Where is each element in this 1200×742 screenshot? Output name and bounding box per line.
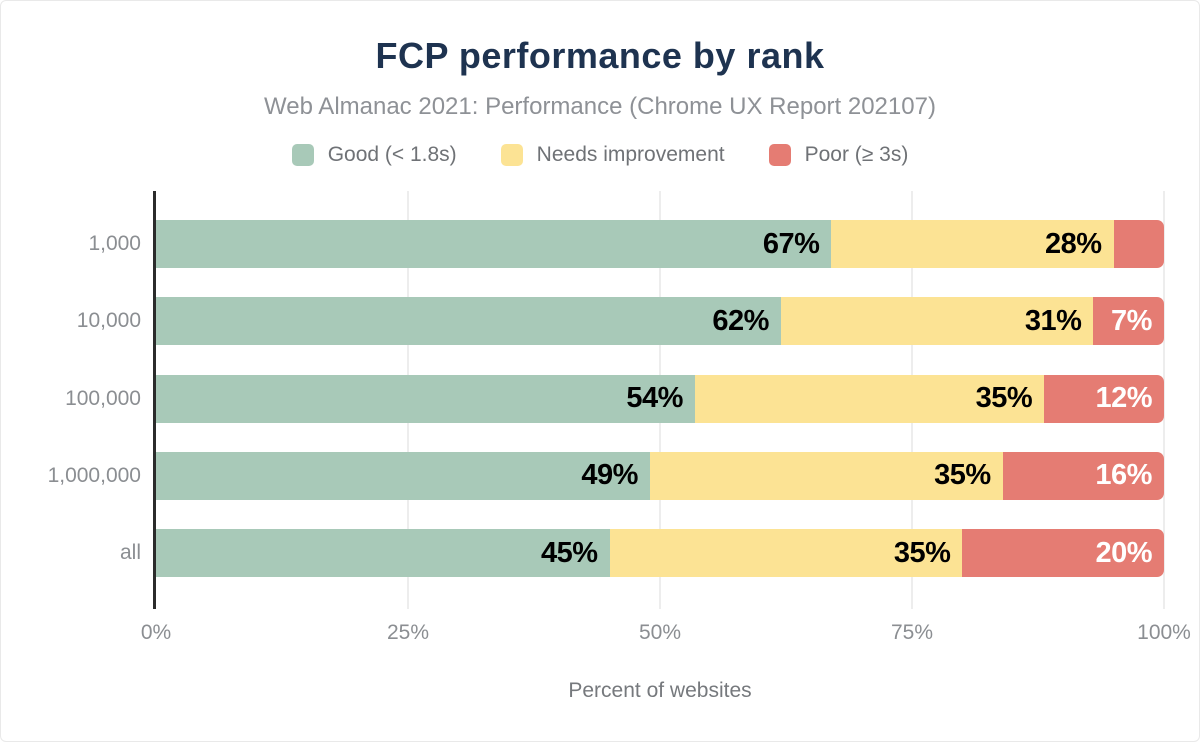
bar-segment: 35%: [694, 374, 1045, 423]
bar-value-label: 62%: [712, 304, 769, 337]
x-axis-tick-label: 50%: [638, 621, 682, 644]
bar-segment: 20%: [962, 529, 1164, 577]
bar-row: 54% 35% 12%: [156, 374, 1165, 423]
bar-value-label: 31%: [1024, 304, 1082, 337]
plot-area: 67% 28% 62% 31% 7% 54% 35% 12% 49% 35% 16% 45% 35% 20…: [153, 191, 1165, 609]
y-axis-label: all: [119, 541, 141, 564]
bar-value-label: 54%: [626, 382, 683, 414]
bar-value-label: 16%: [1095, 459, 1152, 492]
x-axis-tick-label: 100%: [1137, 621, 1191, 644]
bar-value-label: 7%: [1111, 304, 1152, 337]
bar-value-label: 49%: [581, 459, 638, 492]
legend-label: Poor (≥ 3s): [804, 143, 909, 166]
x-axis-title: Percent of websites: [568, 679, 752, 702]
bar-row: 45% 35% 20%: [156, 529, 1164, 577]
bar-segment: 16%: [1002, 451, 1164, 500]
bar-segment: 12%: [1044, 374, 1165, 423]
x-axis-tick-label: 25%: [386, 621, 430, 644]
legend-item: Poor (≥ 3s): [768, 143, 909, 167]
bar-value-label: 35%: [893, 536, 951, 569]
bar-segment: 35%: [609, 529, 963, 577]
bar-row: 49% 35% 16%: [156, 451, 1164, 500]
y-axis-label: 100,000: [65, 386, 141, 410]
bar-segment: 54%: [156, 374, 695, 423]
chart-title: FCP performance by rank: [375, 35, 825, 76]
legend-item: Good (< 1.8s): [291, 143, 457, 167]
bar-segment: 28%: [831, 220, 1114, 268]
y-axis-labels: 1,000 10,000 100,000 1,000,000 all: [1, 191, 141, 609]
bar-segment: [1113, 220, 1164, 268]
legend-swatch-icon: [291, 144, 314, 166]
chart-subtitle: Web Almanac 2021: Performance (Chrome UX…: [264, 93, 936, 120]
bar-value-label: 20%: [1095, 536, 1152, 569]
legend-label: Good (< 1.8s): [327, 143, 457, 166]
bar-value-label: 35%: [975, 382, 1033, 414]
bar-value-label: 67%: [762, 227, 820, 260]
bar-segment: 31%: [780, 297, 1094, 346]
y-axis-label: 10,000: [76, 309, 141, 333]
y-axis-label: 1,000: [88, 232, 141, 255]
legend: Good (< 1.8s) Needs improvement Poor (≥ 3s…: [1, 143, 1199, 167]
bar-segment: 62%: [156, 297, 781, 346]
bar-row: 62% 31% 7%: [156, 297, 1164, 346]
x-axis-tick-label: 0%: [140, 621, 172, 644]
bar-row: 67% 28%: [156, 220, 1164, 268]
bar-segment: 45%: [156, 529, 610, 577]
x-axis-ticks: 0% 25% 50% 75% 100%: [141, 621, 1191, 649]
y-axis-line: [153, 191, 156, 609]
legend-label: Needs improvement: [536, 143, 725, 166]
y-axis-label: 1,000,000: [47, 463, 141, 487]
bar-value-label: 35%: [934, 459, 991, 492]
x-axis-tick-label: 75%: [890, 621, 934, 644]
bar-segment: 7%: [1093, 297, 1164, 346]
bar-value-label: 45%: [541, 536, 598, 569]
bar-value-label: 28%: [1045, 227, 1102, 260]
legend-swatch-icon: [500, 144, 523, 166]
legend-item: Needs improvement: [500, 143, 725, 167]
bar-segment: 49%: [156, 451, 650, 500]
bar-segment: 35%: [649, 451, 1003, 500]
bar-value-label: 12%: [1095, 382, 1153, 414]
legend-swatch-icon: [768, 144, 791, 166]
bar-segment: 67%: [156, 220, 832, 268]
